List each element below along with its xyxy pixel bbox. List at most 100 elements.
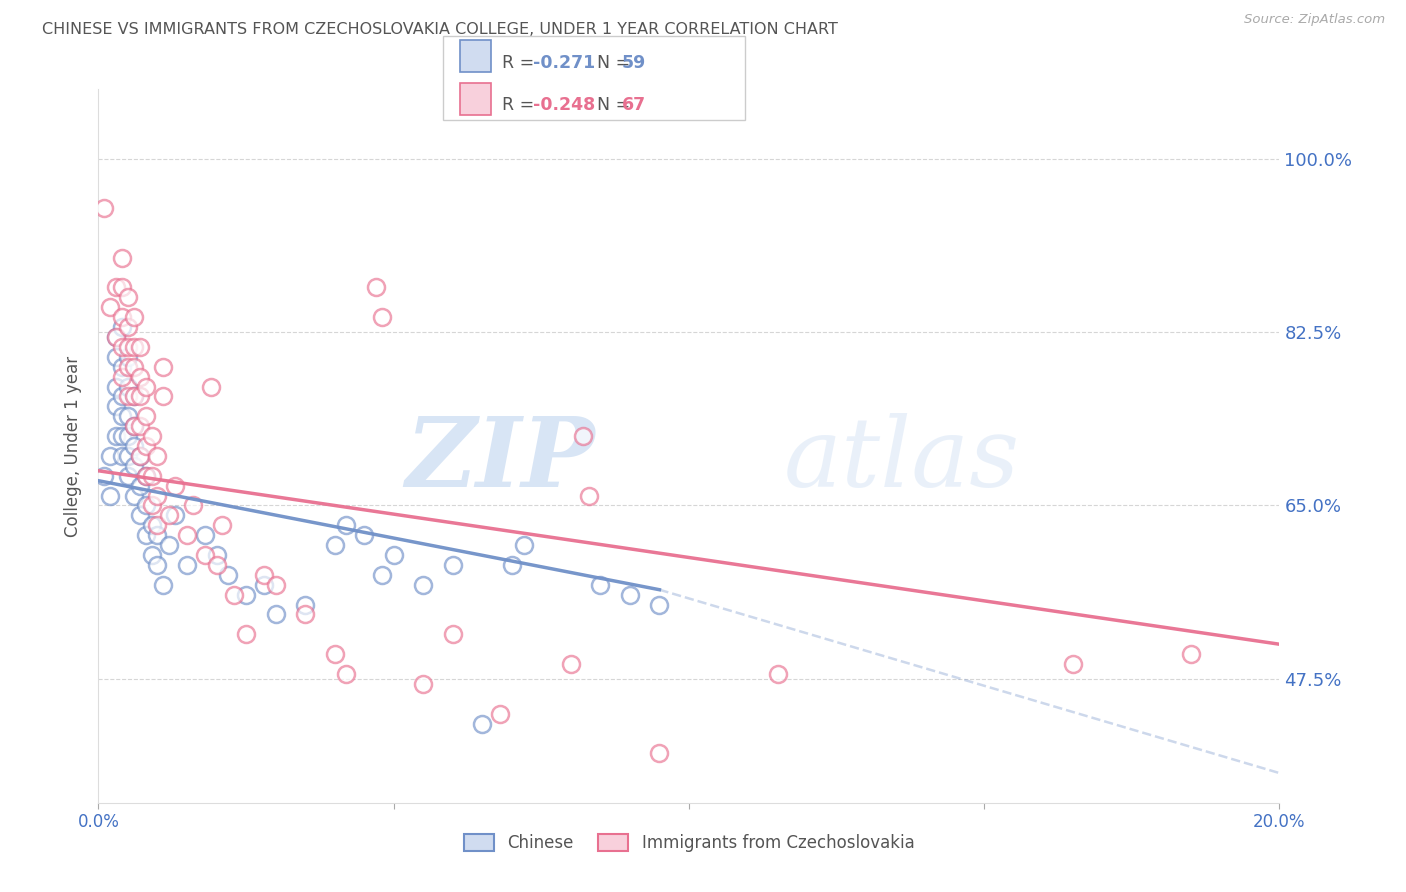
- Point: [128, 449, 150, 463]
- Point: [181, 499, 204, 513]
- Point: [122, 489, 145, 503]
- Point: [117, 429, 139, 443]
- Point: [335, 518, 357, 533]
- Point: [111, 449, 134, 463]
- Point: [205, 548, 228, 562]
- Point: [135, 409, 157, 424]
- Text: 67: 67: [621, 96, 645, 114]
- Point: [117, 409, 139, 424]
- Point: [157, 538, 180, 552]
- Point: [98, 489, 121, 503]
- Point: [412, 578, 434, 592]
- Point: [157, 508, 180, 523]
- Y-axis label: College, Under 1 year: College, Under 1 year: [65, 355, 83, 537]
- Point: [117, 359, 139, 374]
- Point: [122, 359, 145, 374]
- Point: [578, 489, 600, 503]
- Point: [105, 400, 128, 414]
- Point: [141, 468, 163, 483]
- Point: [471, 716, 494, 731]
- Point: [619, 588, 641, 602]
- Point: [111, 369, 134, 384]
- Point: [122, 419, 145, 434]
- Point: [117, 340, 139, 354]
- Point: [224, 588, 246, 602]
- Point: [165, 508, 187, 523]
- Point: [141, 429, 163, 443]
- Point: [194, 548, 217, 562]
- Point: [571, 429, 593, 443]
- Point: [105, 429, 128, 443]
- Point: [135, 439, 157, 453]
- Point: [211, 518, 233, 533]
- Text: Source: ZipAtlas.com: Source: ZipAtlas.com: [1244, 13, 1385, 27]
- Point: [589, 578, 612, 592]
- Text: -0.271: -0.271: [533, 54, 595, 71]
- Point: [152, 359, 174, 374]
- Point: [146, 558, 169, 572]
- Text: R =: R =: [502, 96, 540, 114]
- Point: [146, 489, 169, 503]
- Point: [105, 379, 128, 393]
- Point: [441, 558, 464, 572]
- Point: [122, 458, 145, 473]
- Point: [141, 499, 163, 513]
- Point: [111, 389, 134, 403]
- Legend: Chinese, Immigrants from Czechoslovakia: Chinese, Immigrants from Czechoslovakia: [457, 827, 921, 859]
- Point: [135, 468, 157, 483]
- Point: [111, 340, 134, 354]
- Point: [152, 578, 174, 592]
- Point: [128, 369, 150, 384]
- Point: [205, 558, 228, 572]
- Text: CHINESE VS IMMIGRANTS FROM CZECHOSLOVAKIA COLLEGE, UNDER 1 YEAR CORRELATION CHAR: CHINESE VS IMMIGRANTS FROM CZECHOSLOVAKI…: [42, 22, 838, 37]
- Text: R =: R =: [502, 54, 540, 71]
- Point: [117, 350, 139, 364]
- Point: [264, 578, 287, 592]
- Point: [560, 657, 582, 671]
- Point: [105, 350, 128, 364]
- Point: [146, 518, 169, 533]
- Point: [141, 518, 163, 533]
- Point: [253, 578, 276, 592]
- Point: [111, 320, 134, 334]
- Point: [146, 449, 169, 463]
- Point: [122, 389, 145, 403]
- Point: [217, 567, 239, 582]
- Point: [194, 528, 217, 542]
- Point: [501, 558, 523, 572]
- Point: [235, 627, 257, 641]
- Point: [128, 449, 150, 463]
- Point: [135, 499, 157, 513]
- Point: [264, 607, 287, 622]
- Point: [441, 627, 464, 641]
- Point: [294, 607, 316, 622]
- Point: [371, 567, 394, 582]
- Point: [323, 538, 346, 552]
- Point: [98, 449, 121, 463]
- Point: [128, 389, 150, 403]
- Point: [146, 528, 169, 542]
- Text: N =: N =: [586, 96, 636, 114]
- Point: [512, 538, 534, 552]
- Point: [335, 667, 357, 681]
- Point: [1180, 647, 1202, 661]
- Point: [364, 280, 387, 294]
- Point: [412, 677, 434, 691]
- Point: [111, 280, 134, 294]
- Point: [117, 468, 139, 483]
- Text: ZIP: ZIP: [405, 413, 595, 508]
- Point: [135, 468, 157, 483]
- Point: [122, 310, 145, 325]
- Point: [1062, 657, 1084, 671]
- Point: [200, 379, 222, 393]
- Point: [117, 290, 139, 304]
- Point: [176, 528, 198, 542]
- Point: [152, 389, 174, 403]
- Point: [294, 598, 316, 612]
- Point: [128, 419, 150, 434]
- Point: [253, 567, 276, 582]
- Point: [111, 359, 134, 374]
- Point: [111, 409, 134, 424]
- Point: [141, 548, 163, 562]
- Point: [117, 389, 139, 403]
